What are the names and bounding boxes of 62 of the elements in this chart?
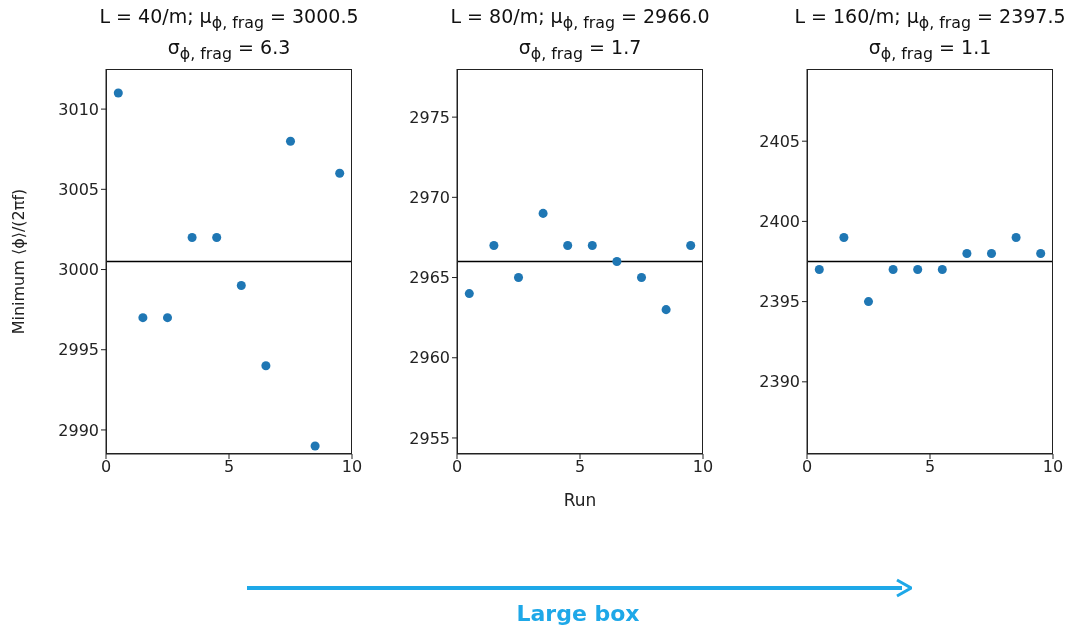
chart-subtitle: σ$_{ϕ, frag}$ = 1.1 [867, 34, 993, 65]
y-tick-label: 2960 [409, 348, 450, 368]
x-tick-label: 10 [692, 457, 714, 477]
point [814, 265, 824, 275]
point [138, 313, 148, 323]
x-tick-label: 10 [1042, 457, 1064, 477]
point [962, 248, 972, 258]
y-tick-label: 2395 [759, 292, 800, 312]
x-tick-label: 0 [451, 457, 463, 477]
point [636, 273, 647, 283]
point [587, 240, 597, 250]
y-tick-label: 2400 [759, 212, 800, 232]
point [913, 265, 923, 275]
y-tick-label: 2955 [409, 428, 450, 448]
chart-subtitle: σ$_{ϕ, frag}$ = 1.7 [517, 34, 643, 65]
point [686, 240, 696, 250]
y-tick-label: 2990 [58, 420, 99, 440]
point [212, 232, 222, 242]
point [888, 265, 898, 275]
x-tick-label: 5 [574, 457, 586, 477]
point [538, 208, 548, 218]
chart-title: L = 80/m; μ$_{ϕ, frag}$ = 2966.0 [449, 4, 711, 34]
point [236, 281, 246, 291]
y-axis-title: Minimum ⟨ϕ⟩/(2πf) [8, 188, 28, 335]
point [612, 256, 622, 267]
y-tick-label: 3010 [58, 99, 99, 119]
y-tick-label: 3005 [58, 179, 99, 199]
y-tick-label: 2975 [409, 107, 450, 127]
point [839, 232, 849, 242]
chart-subtitle: σ$_{ϕ, frag}$ = 6.3 [166, 34, 292, 65]
point [1036, 248, 1046, 258]
x-tick-label: 5 [924, 457, 936, 477]
text: Large box [515, 601, 641, 626]
y-tick-label: 3000 [58, 260, 99, 280]
y-tick-label: 2970 [409, 188, 450, 208]
point [1011, 232, 1021, 242]
point [310, 441, 320, 451]
x-tick-label: 10 [341, 457, 363, 477]
y-tick-label: 2390 [759, 372, 800, 392]
x-tick-label: 0 [801, 457, 813, 477]
point [513, 273, 524, 283]
point [937, 265, 947, 275]
point [563, 240, 573, 250]
point [187, 232, 197, 242]
point [113, 88, 123, 98]
x-axis-title: Run [563, 490, 597, 510]
point [863, 297, 874, 307]
chart-title: L = 160/m; μ$_{ϕ, frag}$ = 2397.5 [793, 4, 1067, 34]
point [261, 361, 271, 371]
point [986, 248, 997, 258]
point [489, 240, 499, 250]
point [162, 313, 173, 323]
point [285, 136, 296, 146]
point [464, 289, 474, 299]
x-tick-label: 5 [223, 457, 235, 477]
point [335, 168, 345, 178]
y-tick-label: 2965 [409, 268, 450, 288]
x-tick-label: 0 [100, 457, 112, 477]
y-tick-label: 2995 [58, 340, 99, 360]
chart-title: L = 40/m; μ$_{ϕ, frag}$ = 3000.5 [98, 4, 360, 34]
point [661, 305, 671, 315]
y-tick-label: 2405 [759, 131, 800, 151]
